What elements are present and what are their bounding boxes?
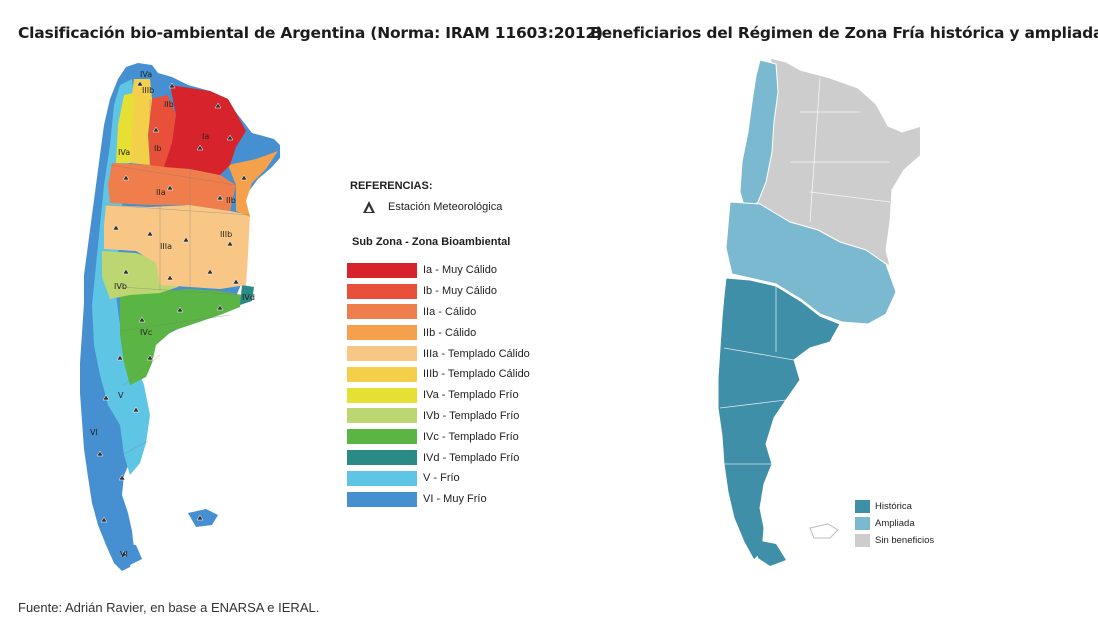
zone-ivd-shape bbox=[240, 285, 254, 305]
map-label-iib-n: IIb bbox=[164, 100, 174, 109]
station-legend-item: Estación Meteorológica bbox=[362, 200, 502, 214]
zone-swatch bbox=[347, 491, 417, 507]
zone-legend-item: Ia - Muy Cálido bbox=[347, 260, 530, 281]
map-label-iia: IIa bbox=[156, 188, 166, 197]
zone-label: IVa - Templado Frío bbox=[423, 389, 519, 402]
source-note: Fuente: Adrián Ravier, en base a ENARSA … bbox=[18, 600, 320, 615]
beneficiary-label: Sin beneficios bbox=[875, 535, 935, 546]
map-label-ia: Ia bbox=[202, 132, 209, 141]
weather-station-icon bbox=[363, 201, 375, 213]
map-label-ivc: IVc bbox=[140, 328, 152, 337]
beneficiary-swatch bbox=[855, 517, 870, 530]
weather-stations bbox=[96, 80, 248, 557]
zone-legend-item: IVd - Templado Frío bbox=[347, 447, 530, 468]
zone-label: IVc - Templado Frío bbox=[423, 430, 519, 443]
zone-label: IIIa - Templado Cálido bbox=[423, 347, 530, 360]
zone-iiib-shape bbox=[128, 79, 152, 165]
zone-label: VI - Muy Frío bbox=[423, 493, 487, 506]
malvinas-islands-shape bbox=[188, 509, 218, 527]
zone-swatch bbox=[347, 429, 417, 445]
beneficiary-legend-item: Sin beneficios bbox=[855, 532, 934, 549]
beneficiary-label: Ampliada bbox=[875, 518, 915, 529]
zone-label: IVb - Templado Frío bbox=[423, 409, 520, 422]
zone-legend-item: IIIa - Templado Cálido bbox=[347, 343, 530, 364]
zone-ia-shape bbox=[164, 85, 246, 175]
zone-legend-item: VI - Muy Frío bbox=[347, 489, 530, 510]
zone-ib-shape bbox=[148, 95, 176, 167]
map-label-iib: IIb bbox=[226, 196, 236, 205]
zone-iib-shape bbox=[228, 151, 278, 217]
map-label-iiia: IIIa bbox=[160, 242, 172, 251]
map-label-ib: Ib bbox=[154, 144, 161, 153]
zone-legend-item: Ib - Muy Cálido bbox=[347, 281, 530, 302]
zone-iva-shape bbox=[116, 93, 134, 163]
zone-legend-item: IVa - Templado Frío bbox=[347, 385, 530, 406]
zone-legend-item: IVb - Templado Frío bbox=[347, 406, 530, 427]
bioambiental-zones-map: IVa IIIb IIb Ia Ib IVa IIa IIb IIIb IIIa… bbox=[80, 63, 280, 571]
right-province-borders bbox=[719, 77, 891, 465]
references-heading: REFERENCIAS: bbox=[350, 180, 433, 192]
zone-legend-item: IIIb - Templado Cálido bbox=[347, 364, 530, 385]
zone-iiia-shape bbox=[104, 205, 250, 289]
beneficiary-swatch bbox=[855, 500, 870, 513]
zone-label: IIa - Cálido bbox=[423, 305, 477, 318]
map-label-iiib: IIIb bbox=[220, 230, 232, 239]
zone-swatch bbox=[347, 408, 417, 424]
beneficiary-legend-item: Histórica bbox=[855, 498, 934, 515]
map-label-iva: IVa bbox=[118, 148, 130, 157]
zone-swatch bbox=[347, 283, 417, 299]
zone-label: IIIb - Templado Cálido bbox=[423, 368, 530, 381]
map-label-iiib-n: IIIb bbox=[142, 86, 154, 95]
province-borders bbox=[105, 99, 251, 456]
zone-label: Ib - Muy Cálido bbox=[423, 285, 497, 298]
zone-legend-item: IIa - Cálido bbox=[347, 302, 530, 323]
right-map-title: Beneficiarios del Régimen de Zona Fría h… bbox=[590, 24, 1098, 42]
beneficiaries-legend: Histórica Ampliada Sin beneficios bbox=[855, 498, 934, 549]
zone-label: V - Frío bbox=[423, 472, 460, 485]
zone-legend-item: IIb - Cálido bbox=[347, 322, 530, 343]
zone-swatch bbox=[347, 366, 417, 382]
malvinas-outline bbox=[809, 523, 839, 539]
zone-swatch bbox=[347, 325, 417, 341]
zones-legend: Ia - Muy Cálido Ib - Muy Cálido IIa - Cáli… bbox=[347, 260, 530, 510]
beneficiary-legend-item: Ampliada bbox=[855, 515, 934, 532]
station-label: Estación Meteorológica bbox=[388, 201, 503, 213]
zone-legend-item: V - Frío bbox=[347, 468, 530, 489]
map-label-vi-s: VI bbox=[120, 550, 128, 559]
map-label-vi: VI bbox=[90, 428, 98, 437]
map-label-iva-n: IVa bbox=[140, 70, 152, 79]
map-label-v: V bbox=[118, 391, 124, 400]
zone-swatch bbox=[347, 346, 417, 362]
zone-legend-item: IVc - Templado Frío bbox=[347, 426, 530, 447]
zone-ivc-shape bbox=[120, 287, 242, 385]
beneficiary-swatch bbox=[855, 534, 870, 547]
zone-swatch bbox=[347, 470, 417, 486]
zone-iia-shape bbox=[108, 163, 236, 211]
zona-fria-beneficiaries-map bbox=[717, 57, 920, 566]
zone-label: Ia - Muy Cálido bbox=[423, 264, 497, 277]
historica-tierra-del-fuego bbox=[756, 540, 786, 566]
zone-swatch bbox=[347, 304, 417, 320]
zones-heading: Sub Zona - Zona Bioambiental bbox=[352, 236, 511, 248]
map-label-ivd: IVd bbox=[242, 293, 255, 302]
zone-swatch bbox=[347, 450, 417, 466]
historica-region bbox=[717, 277, 841, 561]
zone-swatch bbox=[347, 262, 417, 278]
ampliada-region-central bbox=[725, 201, 897, 325]
zone-label: IIb - Cálido bbox=[423, 326, 477, 339]
tierra-del-fuego-shape bbox=[118, 543, 142, 565]
zone-label: IVd - Templado Frío bbox=[423, 451, 520, 464]
map-label-ivb: IVb bbox=[114, 282, 127, 291]
left-map-title: Clasificación bio-ambiental de Argentina… bbox=[18, 24, 603, 42]
beneficiary-label: Histórica bbox=[875, 501, 912, 512]
zone-swatch bbox=[347, 387, 417, 403]
